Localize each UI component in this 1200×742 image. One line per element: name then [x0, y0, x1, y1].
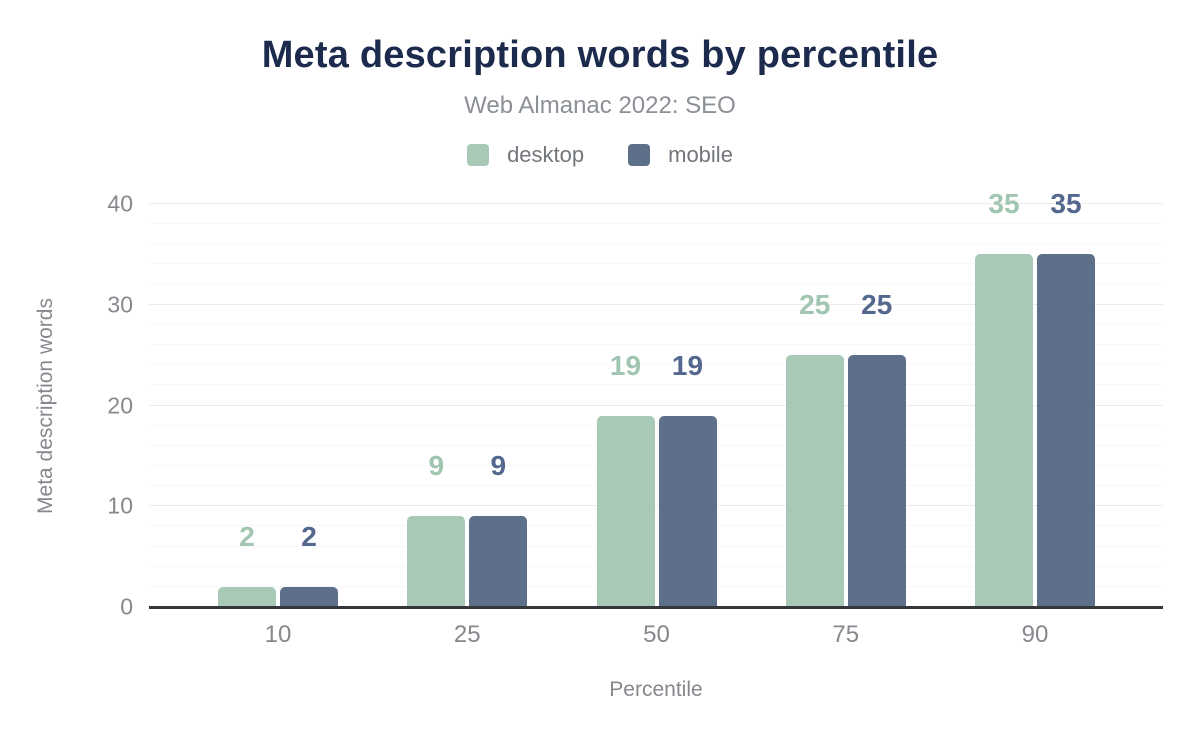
x-tick-label: 90: [1021, 621, 1049, 648]
legend-item-desktop: desktop: [467, 142, 584, 168]
major-gridline: [149, 203, 1163, 204]
major-gridline: [149, 505, 1163, 507]
minor-gridline: [149, 424, 1163, 426]
y-tick-label: 20: [107, 392, 133, 418]
mobile-bar: [469, 516, 528, 607]
desktop-bar: [785, 355, 844, 607]
y-tick-label: 30: [107, 291, 133, 318]
legend: desktop mobile: [0, 142, 1200, 168]
desktop-value-label: 35: [988, 188, 1020, 220]
desktop-bar: [407, 516, 466, 607]
minor-gridline: [149, 263, 1163, 265]
desktop-series-swatch-icon: [467, 144, 490, 166]
desktop-value-label: 19: [609, 349, 642, 381]
legend-item-mobile: mobile: [628, 142, 733, 168]
y-tick-label: 0: [120, 593, 133, 620]
y-tick-label: 10: [107, 492, 133, 519]
mobile-value-label: 2: [301, 520, 317, 552]
x-tick-label: 25: [453, 621, 481, 648]
minor-gridline: [149, 364, 1163, 366]
mobile-series-swatch-icon: [628, 144, 651, 166]
major-gridline: [149, 404, 1163, 406]
major-gridline: [149, 303, 1163, 305]
plot-area: 0 10 20 30 40 10 2 2 25 9 9 50 19 19 75 25 25 90 35 35: [107, 190, 1163, 648]
minor-gridline: [149, 384, 1163, 386]
desktop-bar: [596, 415, 655, 607]
minor-gridline: [149, 444, 1163, 446]
minor-gridline: [149, 585, 1163, 587]
minor-gridline: [149, 545, 1163, 547]
x-tick-label: 50: [643, 621, 670, 648]
mobile-bar: [847, 355, 906, 607]
minor-gridline: [149, 223, 1163, 225]
minor-gridline: [149, 464, 1163, 466]
x-tick-label: 75: [832, 621, 860, 648]
desktop-value-label: 2: [239, 520, 255, 552]
mobile-value-label: 19: [671, 349, 704, 381]
desktop-value-label: 25: [799, 289, 831, 321]
minor-gridline: [149, 525, 1163, 527]
mobile-value-label: 9: [490, 450, 507, 482]
x-axis-title: Percentile: [609, 678, 703, 701]
mobile-value-label: 25: [861, 289, 893, 321]
chart-subtitle: Web Almanac 2022: SEO: [464, 92, 736, 119]
x-tick-label: 10: [264, 621, 292, 648]
y-tick-label: 40: [107, 190, 133, 217]
minor-gridline: [149, 323, 1163, 325]
mobile-bar: [658, 415, 717, 607]
minor-gridline: [149, 283, 1163, 285]
legend-label-mobile: mobile: [668, 142, 733, 167]
minor-gridline: [149, 565, 1163, 567]
desktop-bar: [975, 254, 1033, 607]
mobile-bar: [1037, 254, 1095, 607]
mobile-value-label: 35: [1050, 188, 1082, 220]
minor-gridline: [149, 485, 1163, 487]
minor-gridline: [149, 344, 1163, 346]
y-axis-title: Meta description words: [34, 298, 57, 514]
mobile-bar: [280, 586, 338, 607]
desktop-bar: [218, 586, 276, 607]
x-axis-baseline: [149, 606, 1163, 609]
chart-title: Meta description words by percentile: [261, 34, 939, 76]
desktop-value-label: 9: [428, 450, 445, 482]
minor-gridline: [149, 243, 1163, 245]
legend-label-desktop: desktop: [507, 142, 585, 167]
